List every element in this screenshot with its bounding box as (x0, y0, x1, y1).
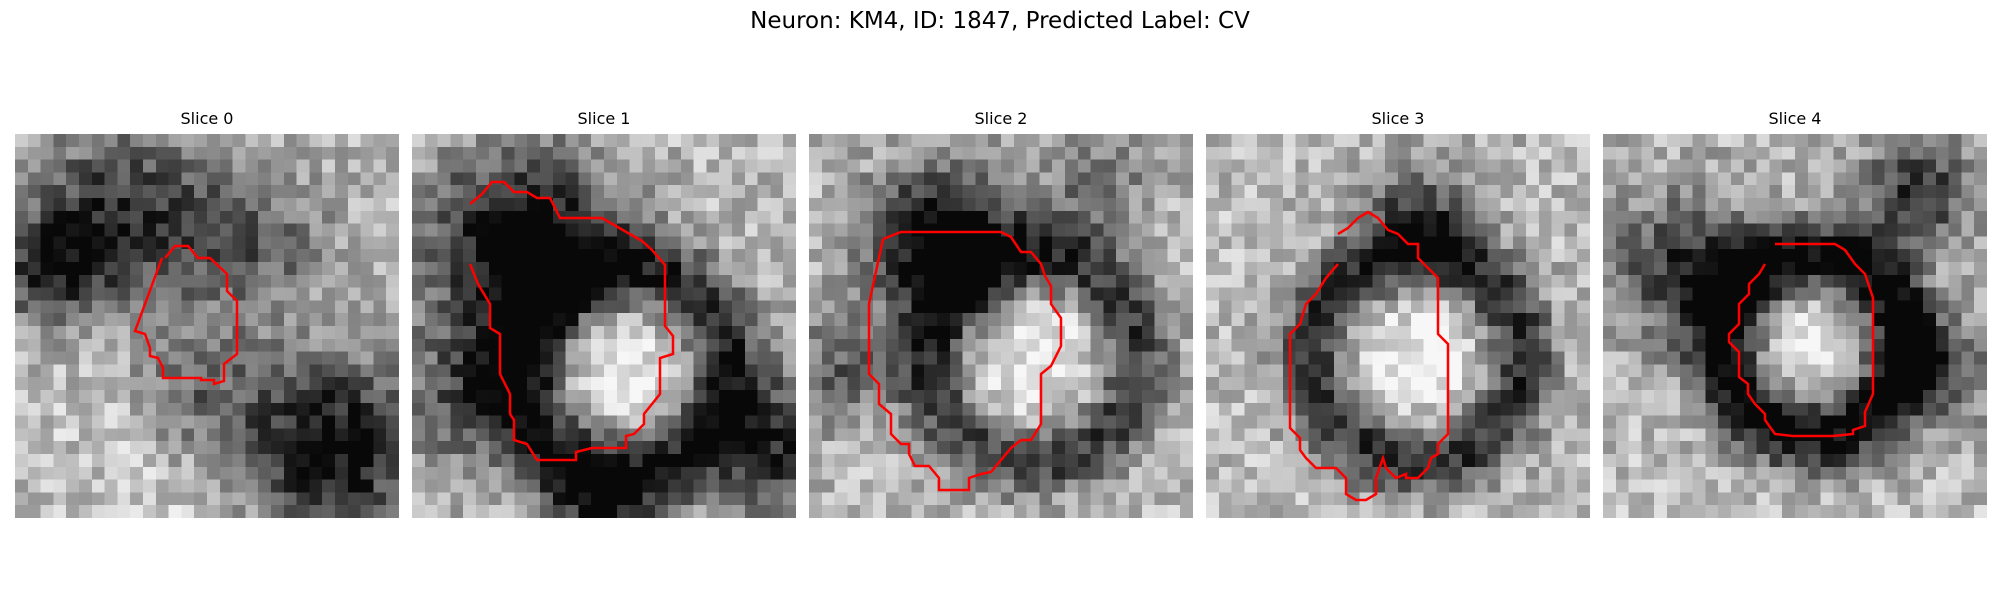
panel-slice-1 (412, 134, 796, 518)
panel-title-slice-3: Slice 3 (1371, 109, 1425, 128)
em-image-slice-2 (809, 134, 1193, 518)
contour-overlay-slice-2 (867, 230, 1063, 492)
contour-overlay-slice-0 (133, 244, 239, 386)
panel-slice-2 (809, 134, 1193, 518)
panel-title-slice-1: Slice 1 (577, 109, 631, 128)
panel-slice-4 (1603, 134, 1987, 518)
em-image-slice-4 (1603, 134, 1987, 518)
panel-title-slice-4: Slice 4 (1768, 109, 1822, 128)
panel-title-slice-2: Slice 2 (974, 109, 1028, 128)
em-image-slice-0 (15, 134, 399, 518)
predicted-contour (1288, 210, 1450, 502)
contour-overlay-slice-4 (1727, 242, 1875, 438)
figure-title: Neuron: KM4, ID: 1847, Predicted Label: … (750, 8, 1250, 34)
contour-overlay-slice-3 (1288, 210, 1450, 502)
predicted-contour (867, 230, 1063, 492)
panel-slice-0 (15, 134, 399, 518)
panel-slice-3 (1206, 134, 1590, 518)
contour-overlay-slice-1 (468, 180, 675, 462)
predicted-contour (1727, 242, 1875, 438)
predicted-contour (468, 180, 675, 462)
panel-title-slice-0: Slice 0 (180, 109, 234, 128)
em-image-slice-3 (1206, 134, 1590, 518)
predicted-contour (133, 244, 239, 386)
